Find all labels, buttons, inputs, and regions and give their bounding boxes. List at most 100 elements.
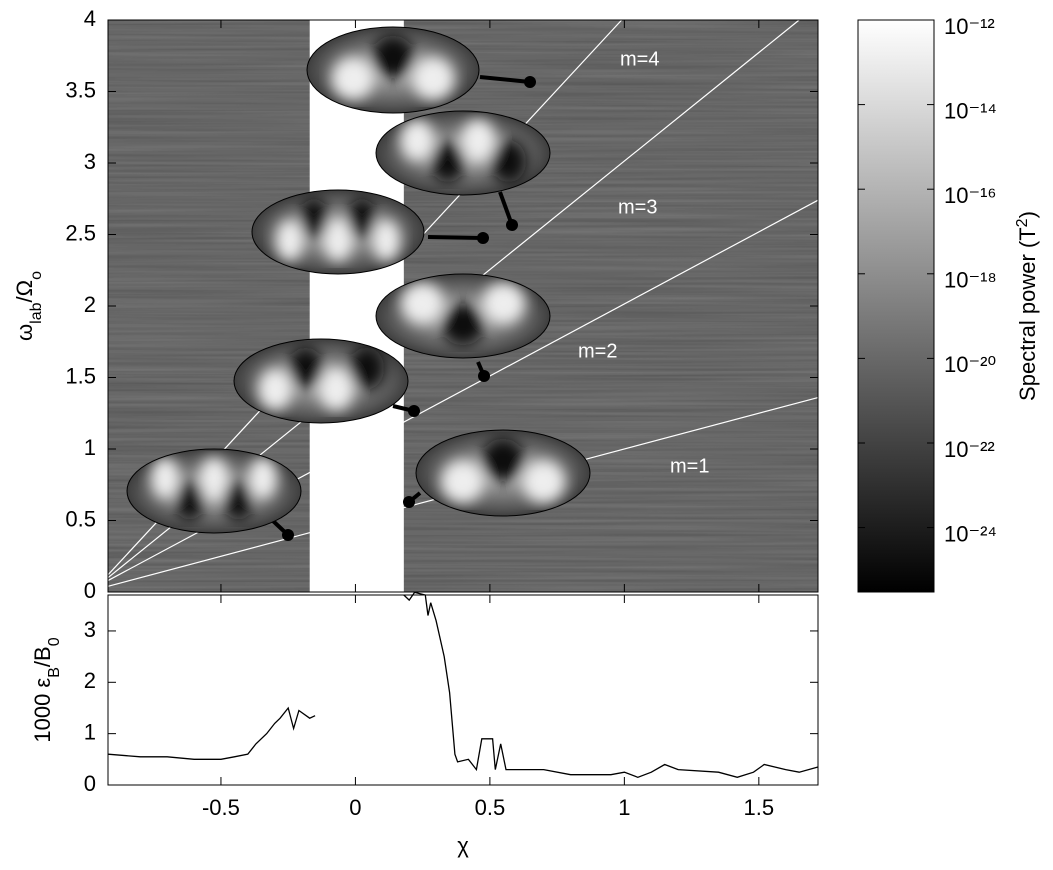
y-tick-label: 4 xyxy=(84,6,96,31)
blob xyxy=(199,457,229,500)
label-part: ) xyxy=(1015,211,1040,218)
blob xyxy=(441,303,485,346)
mode-pattern xyxy=(400,282,526,346)
x-tick-label: -0.5 xyxy=(202,795,240,820)
y-tick-label: 0 xyxy=(84,771,96,796)
mode-pattern xyxy=(257,347,385,411)
pointer-dot xyxy=(408,405,420,417)
blob xyxy=(440,460,485,504)
data-line xyxy=(403,591,819,778)
mode-label: m=3 xyxy=(618,196,657,218)
axis-label: Spectral power (T2) xyxy=(1014,211,1041,401)
y-tick-label: 3 xyxy=(84,149,96,174)
plot-frame xyxy=(107,594,819,786)
mode-outline xyxy=(306,26,480,114)
mode-pattern xyxy=(150,457,278,521)
blob xyxy=(400,282,445,325)
colorbar-tick-label: 10⁻²⁰ xyxy=(944,352,996,377)
blob xyxy=(223,478,253,521)
blob xyxy=(318,368,354,411)
x-tick-label: 1.5 xyxy=(744,795,775,820)
colorbar-tick-label: 10⁻¹² xyxy=(944,14,995,39)
blob xyxy=(288,347,324,390)
mode-pattern xyxy=(331,35,455,101)
blob xyxy=(175,478,205,521)
mode-outline xyxy=(375,110,551,196)
label-part: 1000 ε xyxy=(30,678,55,743)
mode-label: m=2 xyxy=(578,340,617,362)
mode-outline xyxy=(126,448,302,534)
y-tick-label: 1 xyxy=(84,719,96,744)
blob xyxy=(371,219,401,262)
mode-pattern xyxy=(440,438,566,504)
label-part: lab xyxy=(28,302,45,323)
colorbar-tick-label: 10⁻²⁴ xyxy=(944,521,997,546)
label-part: Spectral power (T xyxy=(1015,227,1040,401)
pointer-dot xyxy=(282,529,294,541)
mode-pattern xyxy=(275,198,401,262)
y-tick-label: 2.5 xyxy=(65,220,96,245)
pointer-dot xyxy=(506,219,518,231)
blob xyxy=(371,35,415,79)
blob xyxy=(331,57,375,101)
y-tick-label: 3 xyxy=(84,617,96,642)
axis-label: 1000 εB/B0 xyxy=(30,637,63,742)
pointer xyxy=(479,75,531,84)
label-part: ω xyxy=(12,324,37,341)
colorbar-tick-label: 10⁻¹⁸ xyxy=(944,268,997,293)
data-line xyxy=(107,706,316,760)
x-tick-label: 1 xyxy=(618,795,630,820)
x-axis-label: χ xyxy=(457,833,469,858)
pointer xyxy=(427,235,484,240)
axis-label: ωlab/Ωo xyxy=(12,271,45,341)
colorbar-tick-label: 10⁻²² xyxy=(944,437,995,462)
label-part: /B xyxy=(30,646,55,667)
blob xyxy=(347,198,377,241)
label-part: 2 xyxy=(1014,218,1031,227)
y-tick-label: 1.5 xyxy=(65,363,96,388)
mode-insets xyxy=(126,26,591,541)
label-part: 0 xyxy=(46,637,63,646)
pointer-dot xyxy=(477,232,489,244)
blob xyxy=(430,140,466,183)
blob xyxy=(248,457,278,500)
blob xyxy=(521,460,566,504)
blob xyxy=(481,282,526,325)
y-tick-label: 2 xyxy=(84,292,96,317)
y-tick-label: 2 xyxy=(84,668,96,693)
blob xyxy=(491,140,527,183)
mode-pattern xyxy=(399,119,527,183)
mode-label: m=4 xyxy=(620,48,659,70)
colorbar-tick-label: 10⁻¹⁶ xyxy=(944,183,996,208)
mode-outline xyxy=(375,273,551,359)
pointer-dot xyxy=(403,496,415,508)
x-tick-label: 0 xyxy=(349,795,361,820)
axes: 10⁻¹² 10⁻¹⁴ 10⁻¹⁶ 10⁻¹⁸ 10⁻²⁰ 10⁻²² 10⁻²⁴ Spect… xyxy=(12,6,1040,858)
label-part: /Ω xyxy=(12,280,37,303)
label-part: B xyxy=(46,667,63,678)
blob xyxy=(275,219,305,262)
blob xyxy=(399,119,435,162)
colorbar xyxy=(857,19,935,593)
blob xyxy=(411,57,455,101)
blob xyxy=(349,347,385,390)
x-tick-label: 0.5 xyxy=(475,795,506,820)
mode-outline xyxy=(415,429,591,517)
pointer-dot xyxy=(524,76,536,88)
blob xyxy=(323,219,353,262)
pointer-dot xyxy=(478,370,490,382)
blob xyxy=(257,368,293,411)
y-tick-label: 0.5 xyxy=(65,506,96,531)
y-tick-label: 3.5 xyxy=(65,77,96,102)
y-tick-label: 0 xyxy=(84,578,96,603)
y-tick-label: 1 xyxy=(84,435,96,460)
blob xyxy=(299,198,329,241)
blob xyxy=(481,438,525,482)
blob xyxy=(460,119,496,162)
label-part: o xyxy=(28,271,45,280)
blob xyxy=(150,457,180,500)
mode-outline xyxy=(233,338,409,424)
mode-outline xyxy=(251,189,425,275)
colorbar-tick-label: 10⁻¹⁴ xyxy=(944,98,997,123)
